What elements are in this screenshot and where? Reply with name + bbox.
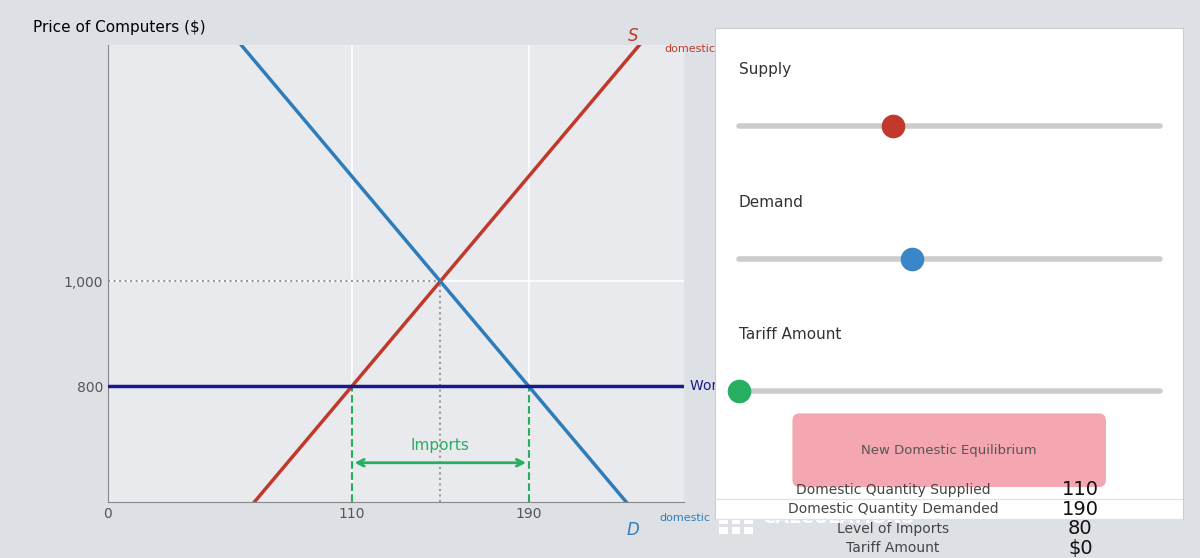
Text: Supply: Supply: [738, 62, 791, 77]
FancyBboxPatch shape: [744, 527, 752, 533]
Text: New Domestic Equilibrium: New Domestic Equilibrium: [862, 444, 1037, 456]
Text: 110: 110: [1062, 480, 1099, 499]
Text: $S$: $S$: [628, 27, 640, 45]
FancyBboxPatch shape: [720, 518, 728, 524]
Text: Tariff Amount: Tariff Amount: [846, 541, 940, 555]
Text: Tariff Amount: Tariff Amount: [738, 328, 841, 343]
Text: World Price: World Price: [690, 379, 768, 393]
Text: domestic: domestic: [664, 44, 715, 54]
FancyBboxPatch shape: [720, 527, 728, 533]
Text: Demand: Demand: [738, 195, 804, 210]
Text: $0: $0: [1068, 538, 1092, 558]
Text: 190: 190: [1062, 499, 1099, 519]
FancyBboxPatch shape: [744, 508, 752, 514]
Text: Imports: Imports: [410, 438, 469, 453]
Text: Domestic Quantity Supplied: Domestic Quantity Supplied: [796, 483, 990, 497]
FancyBboxPatch shape: [792, 413, 1106, 487]
FancyBboxPatch shape: [732, 527, 740, 533]
FancyBboxPatch shape: [732, 508, 740, 514]
FancyBboxPatch shape: [744, 518, 752, 524]
Text: Domestic Quantity Demanded: Domestic Quantity Demanded: [787, 502, 998, 516]
Text: Level of Imports: Level of Imports: [836, 522, 949, 536]
Text: Price of Computers ($): Price of Computers ($): [34, 21, 205, 36]
Text: 80: 80: [1068, 519, 1092, 538]
Text: $D$: $D$: [626, 521, 640, 538]
FancyBboxPatch shape: [720, 508, 728, 514]
Text: CALCULATIONS: CALCULATIONS: [762, 508, 914, 527]
Text: domestic: domestic: [660, 513, 710, 523]
FancyBboxPatch shape: [732, 518, 740, 524]
